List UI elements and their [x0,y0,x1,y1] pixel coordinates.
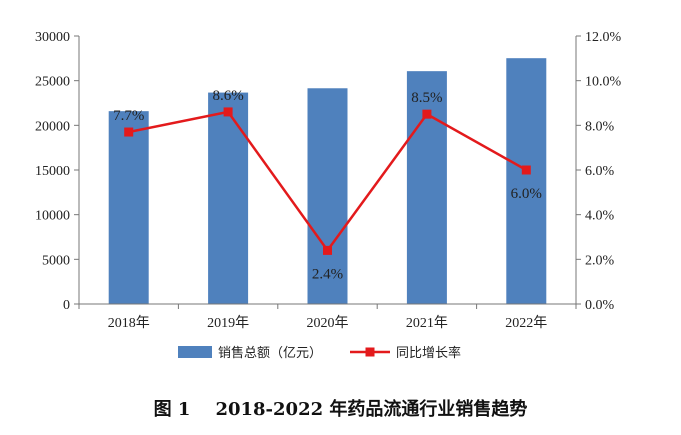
y-left-tick-label: 20000 [35,119,70,134]
y-left-tick-label: 25000 [35,75,70,90]
y-right-tick-label: 2.0% [585,253,615,268]
y-left-tick-label: 10000 [35,209,70,224]
legend: 销售总额（亿元） 同比增长率 [178,345,461,361]
x-tick-label: 2018年 [108,315,150,331]
growth-marker-3 [422,109,432,119]
line-series [124,107,531,255]
axes: 0 5000 10000 15000 20000 25000 30000 0.0% 2.0% 4.… [35,30,622,331]
x-tick-label: 2019年 [207,315,249,331]
x-tick-label: 2022年 [505,315,547,331]
bar-1 [208,92,249,304]
bar-4 [506,58,547,304]
growth-data-label-1: 8.6% [212,88,243,104]
y-right-tick-label: 10.0% [585,75,622,90]
chart: 0 5000 10000 15000 20000 25000 30000 0.0% 2.0% 4.… [35,30,622,361]
growth-marker-0 [124,127,134,137]
y-right-tick-label: 0.0% [585,298,615,313]
y-right-tick-label: 12.0% [585,30,622,45]
figure-caption: 图 1 2018-2022 年药品流通行业销售趋势 [153,399,528,420]
y-right-tick-label: 6.0% [585,164,615,179]
x-tick-label: 2021年 [406,315,448,331]
growth-marker-1 [223,107,233,117]
data-labels: 7.7% 8.6% 2.4% 8.5% 6.0% [113,88,542,282]
y-right-tick-label: 4.0% [585,209,615,224]
growth-data-label-3: 8.5% [411,90,442,106]
bar-2 [307,88,348,304]
legend-line-marker [365,347,375,357]
y-left-tick-label: 15000 [35,164,70,179]
y-right-tick-label: 8.0% [585,119,615,134]
y-left-tick-label: 5000 [42,253,70,268]
growth-marker-2 [323,245,332,255]
y-left-tick-label: 30000 [35,30,70,45]
growth-data-label-0: 7.7% [113,108,144,124]
growth-data-label-4: 6.0% [511,186,542,202]
legend-bar-label: 销售总额（亿元） [218,345,322,361]
x-tick-label: 2020年 [307,315,349,331]
growth-marker-4 [521,165,531,175]
legend-line-label: 同比增长率 [396,345,461,361]
bar-0 [108,111,149,304]
growth-data-label-2: 2.4% [312,266,343,282]
y-left-tick-label: 0 [63,298,70,313]
legend-bar-swatch [178,346,212,358]
